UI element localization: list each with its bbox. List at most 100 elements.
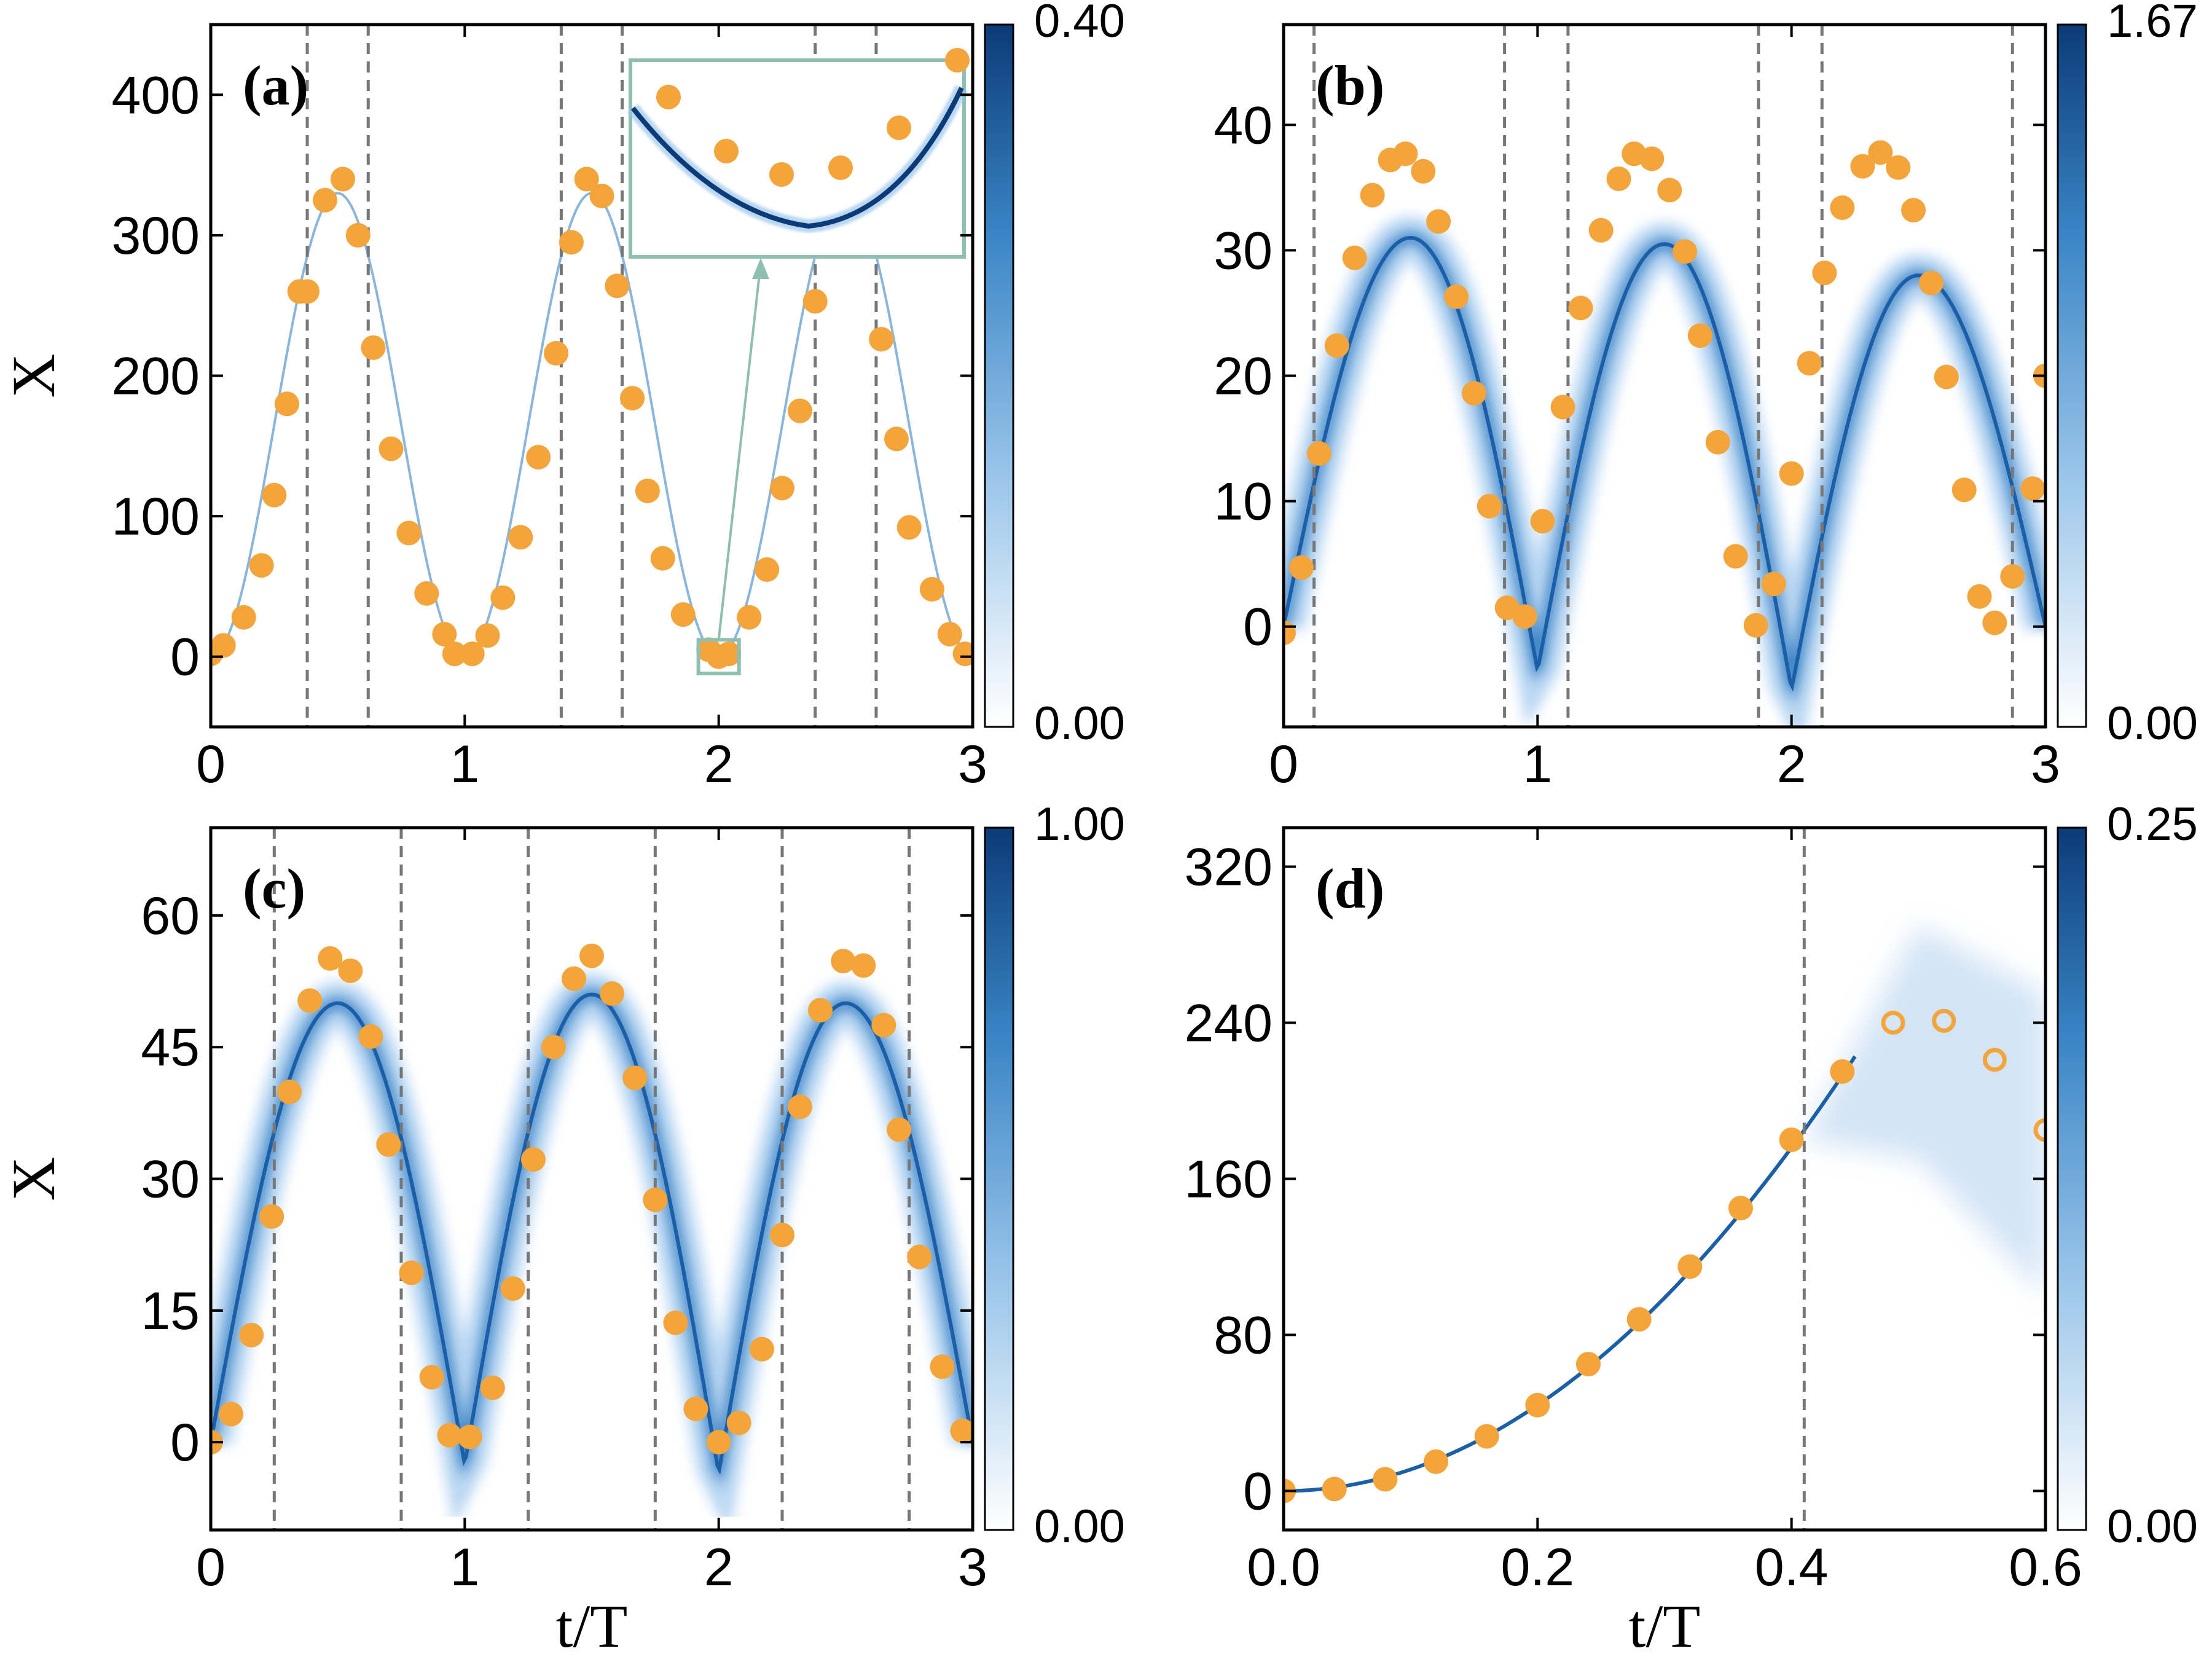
colorbar-max-label: 0.25 bbox=[2107, 798, 2198, 850]
data-point bbox=[1657, 178, 1682, 203]
data-point bbox=[1568, 296, 1593, 321]
inset-data-point bbox=[714, 139, 739, 163]
panel-d: 0.0 0.2 0.4 0.6 0 80 160 240 320 t/T (d) 0.25 0.00 bbox=[1185, 798, 2198, 1659]
colorbar: 0.25 0.00 bbox=[2057, 798, 2198, 1553]
axes-frame bbox=[1282, 23, 2047, 729]
data-point bbox=[574, 167, 599, 192]
colorbar-max-label: 1.00 bbox=[1034, 798, 1125, 850]
data-point bbox=[1626, 1307, 1652, 1332]
data-point bbox=[1779, 461, 1804, 486]
y-tick-label: 30 bbox=[141, 1150, 200, 1209]
data-point bbox=[361, 335, 386, 360]
inset-data-point bbox=[769, 162, 794, 187]
colorbar-gradient bbox=[2057, 826, 2087, 1531]
data-point bbox=[520, 1147, 546, 1172]
data-point bbox=[2000, 564, 2025, 589]
data-point bbox=[579, 943, 604, 968]
data-point bbox=[1411, 159, 1436, 184]
data-point bbox=[600, 981, 625, 1006]
data-point bbox=[670, 602, 696, 627]
y-tick-label: 400 bbox=[112, 66, 200, 125]
x-tick-label: 3 bbox=[958, 1538, 987, 1597]
data-point bbox=[1850, 154, 1875, 179]
y-tick-label: 0 bbox=[170, 628, 200, 687]
data-point bbox=[1761, 571, 1786, 597]
y-tick-label: 30 bbox=[1214, 221, 1273, 280]
data-point bbox=[802, 289, 828, 314]
y-tick-label: 40 bbox=[1214, 96, 1273, 155]
inset-data-point bbox=[656, 85, 681, 109]
data-point bbox=[1426, 209, 1451, 234]
x-tick-label: 3 bbox=[958, 735, 987, 794]
prediction-point bbox=[1881, 1011, 1905, 1035]
data-point bbox=[887, 1117, 912, 1142]
prediction-point bbox=[2033, 1118, 2045, 1142]
x-tick-label: 0.6 bbox=[2009, 1538, 2082, 1597]
data-point bbox=[1424, 1449, 1448, 1474]
data-point bbox=[650, 546, 675, 571]
data-point bbox=[1797, 351, 1822, 376]
data-point bbox=[1830, 1059, 1855, 1084]
data-point bbox=[1779, 1128, 1804, 1152]
inset bbox=[627, 48, 970, 676]
data-point bbox=[1673, 239, 1698, 264]
data-point bbox=[437, 1422, 462, 1448]
data-point bbox=[500, 1276, 525, 1301]
data-point bbox=[457, 1424, 482, 1449]
panel-label: (c) bbox=[243, 857, 305, 920]
data-point bbox=[259, 1204, 284, 1229]
data-point bbox=[211, 633, 236, 658]
data-point bbox=[755, 557, 780, 582]
data-point bbox=[562, 966, 587, 991]
data-point bbox=[737, 605, 762, 630]
data-point bbox=[508, 525, 533, 550]
probability-fan bbox=[1804, 925, 2045, 1296]
data-point bbox=[663, 1310, 688, 1335]
data-point bbox=[480, 1375, 505, 1400]
y-axis-title: X bbox=[0, 1156, 68, 1201]
probability-band-halo bbox=[211, 973, 973, 1530]
data-point bbox=[249, 553, 274, 578]
data-point bbox=[871, 1013, 896, 1038]
probability-band bbox=[211, 989, 973, 1487]
data-point bbox=[1360, 182, 1385, 208]
x-tick-label: 0 bbox=[196, 735, 226, 794]
probability-band-halo bbox=[1284, 216, 2045, 727]
inset-data-point bbox=[945, 48, 970, 73]
zoom-arrow bbox=[717, 262, 762, 640]
data-point bbox=[770, 1222, 794, 1247]
y-tick-label: 45 bbox=[141, 1018, 200, 1077]
data-point bbox=[937, 622, 962, 647]
data-point bbox=[318, 946, 343, 971]
data-point bbox=[1322, 1477, 1347, 1502]
data-point bbox=[330, 167, 355, 192]
data-point bbox=[1886, 155, 1911, 180]
data-point bbox=[460, 641, 485, 667]
model-curve bbox=[211, 192, 973, 658]
data-point bbox=[1550, 394, 1575, 420]
data-point bbox=[896, 515, 922, 540]
data-point bbox=[1576, 1352, 1601, 1377]
data-point bbox=[1530, 509, 1555, 534]
data-point bbox=[313, 187, 337, 213]
y-tick-label: 0 bbox=[1243, 1462, 1273, 1521]
panel-label: (d) bbox=[1316, 857, 1384, 920]
colorbar-min-label: 0.00 bbox=[2107, 1500, 2198, 1553]
data-point bbox=[1444, 284, 1469, 309]
data-point bbox=[930, 1354, 955, 1379]
data-point bbox=[635, 478, 660, 503]
data-point bbox=[1525, 1392, 1550, 1418]
data-point bbox=[1373, 1467, 1398, 1492]
data-point bbox=[1934, 364, 1959, 390]
data-point bbox=[1901, 198, 1926, 223]
x-tick-label: 0.0 bbox=[1247, 1538, 1320, 1597]
data-point bbox=[1639, 146, 1665, 171]
x-tick-label: 2 bbox=[1777, 735, 1806, 794]
x-tick-label: 0.2 bbox=[1501, 1538, 1575, 1597]
data-point bbox=[378, 436, 404, 461]
data-point bbox=[1830, 195, 1855, 220]
data-point bbox=[808, 998, 833, 1023]
x-tick-label: 3 bbox=[2031, 735, 2060, 794]
data-point bbox=[1606, 167, 1631, 192]
data-point bbox=[396, 520, 422, 546]
